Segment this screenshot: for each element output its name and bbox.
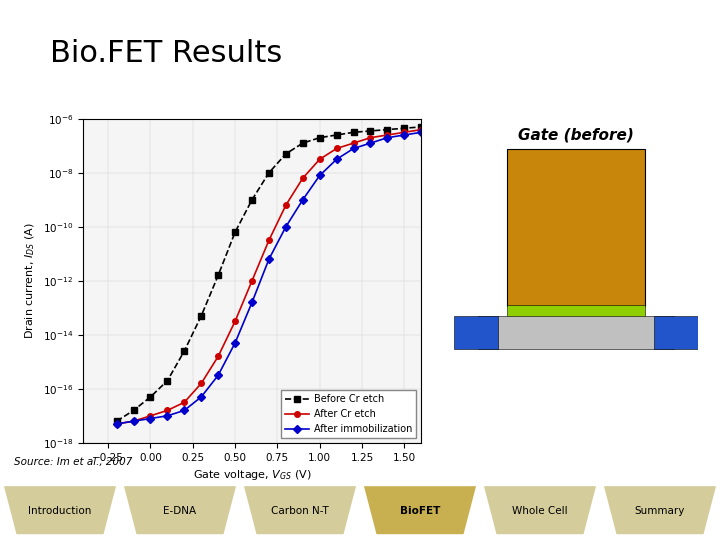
After Cr etch [146, 413, 155, 419]
After immobilization [264, 256, 273, 262]
After immobilization [282, 224, 290, 230]
Before Cr etch [112, 418, 121, 424]
After Cr etch [180, 399, 189, 406]
Before Cr etch [180, 348, 189, 354]
Polygon shape [243, 485, 357, 535]
Before Cr etch [383, 126, 392, 133]
After immobilization [180, 407, 189, 414]
Text: Gate (before): Gate (before) [518, 128, 634, 143]
After immobilization [400, 132, 409, 138]
Polygon shape [603, 485, 717, 535]
After immobilization [366, 140, 374, 146]
Polygon shape [123, 485, 237, 535]
Before Cr etch [366, 127, 374, 134]
Before Cr etch [333, 132, 341, 138]
Text: Carbon N-T: Carbon N-T [271, 507, 329, 516]
After Cr etch [333, 145, 341, 152]
Legend: Before Cr etch, After Cr etch, After immobilization: Before Cr etch, After Cr etch, After imm… [281, 390, 416, 438]
After Cr etch [417, 126, 426, 133]
Before Cr etch [315, 134, 324, 141]
After Cr etch [366, 134, 374, 141]
Before Cr etch [214, 272, 222, 279]
Polygon shape [483, 485, 597, 535]
Before Cr etch [248, 197, 256, 203]
After Cr etch [112, 421, 121, 427]
After Cr etch [230, 318, 239, 325]
Before Cr etch [417, 124, 426, 130]
After Cr etch [282, 202, 290, 208]
Bar [478, 316, 674, 349]
After immobilization [417, 129, 426, 136]
After immobilization [112, 421, 121, 427]
Line: After Cr etch: After Cr etch [114, 127, 424, 427]
Y-axis label: Drain current, $I_{DS}$ (A): Drain current, $I_{DS}$ (A) [24, 222, 37, 339]
Polygon shape [363, 485, 477, 535]
After immobilization [349, 145, 358, 152]
After immobilization [248, 299, 256, 306]
Text: Bio.FET Results: Bio.FET Results [50, 39, 283, 69]
After immobilization [163, 413, 171, 419]
After Cr etch [264, 237, 273, 244]
Text: Introduction: Introduction [28, 507, 91, 516]
After immobilization [146, 415, 155, 422]
After immobilization [298, 197, 307, 203]
Before Cr etch [400, 125, 409, 131]
After Cr etch [383, 132, 392, 138]
After Cr etch [163, 407, 171, 414]
Before Cr etch [264, 170, 273, 176]
After immobilization [333, 156, 341, 163]
Text: Summary: Summary [635, 507, 685, 516]
Polygon shape [3, 485, 117, 535]
After Cr etch [298, 175, 307, 181]
Text: Whole Cell: Whole Cell [512, 507, 568, 516]
After immobilization [315, 172, 324, 179]
Bar [654, 316, 698, 349]
Bar [454, 316, 498, 349]
Before Cr etch [349, 129, 358, 136]
After immobilization [230, 340, 239, 346]
X-axis label: Gate voltage, $V_{GS}$ (V): Gate voltage, $V_{GS}$ (V) [193, 468, 311, 482]
Before Cr etch [282, 151, 290, 157]
After Cr etch [197, 380, 206, 387]
After immobilization [383, 134, 392, 141]
Line: Before Cr etch: Before Cr etch [114, 124, 424, 424]
After immobilization [197, 394, 206, 400]
Bar [508, 149, 644, 306]
After immobilization [130, 418, 138, 424]
Bar [508, 306, 644, 317]
After Cr etch [248, 278, 256, 284]
Text: E-DNA: E-DNA [163, 507, 197, 516]
After Cr etch [214, 353, 222, 360]
Before Cr etch [130, 407, 138, 414]
Text: Source: Im et al., 2007: Source: Im et al., 2007 [14, 457, 132, 467]
After Cr etch [315, 156, 324, 163]
After Cr etch [400, 129, 409, 136]
Text: BioFET: BioFET [400, 507, 440, 516]
Before Cr etch [163, 377, 171, 384]
Before Cr etch [146, 394, 155, 400]
Before Cr etch [298, 140, 307, 146]
Before Cr etch [197, 313, 206, 319]
After Cr etch [130, 418, 138, 424]
After Cr etch [349, 140, 358, 146]
After immobilization [214, 372, 222, 379]
Before Cr etch [230, 229, 239, 235]
Line: After immobilization: After immobilization [114, 130, 424, 427]
